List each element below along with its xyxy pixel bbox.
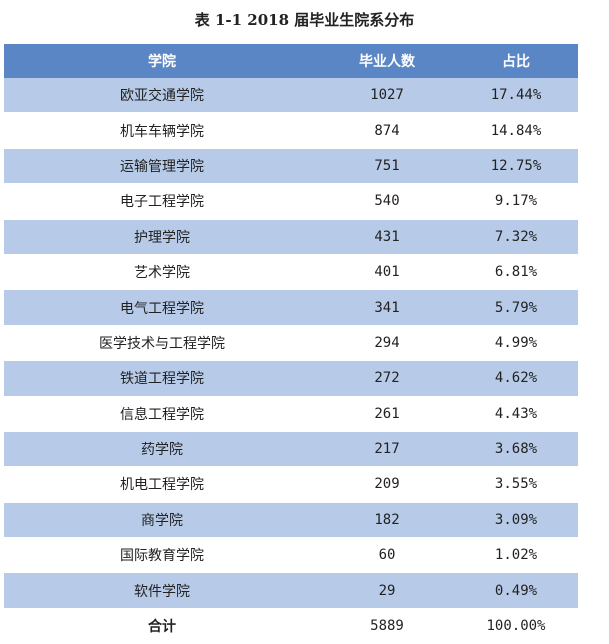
count-cell: 401 xyxy=(320,254,454,291)
college-cell: 艺术学院 xyxy=(4,254,320,291)
percent-cell: 4.43% xyxy=(454,396,578,432)
table-row: 药学院 217 3.68% xyxy=(4,431,578,468)
percent-cell: 9.17% xyxy=(454,183,578,220)
college-cell: 机车车辆学院 xyxy=(4,112,320,149)
college-cell: 商学院 xyxy=(4,502,320,539)
college-cell: 药学院 xyxy=(4,431,320,468)
percent-cell: 1.02% xyxy=(454,537,578,574)
count-cell: 874 xyxy=(320,112,454,149)
college-cell: 电子工程学院 xyxy=(4,183,320,220)
percent-cell: 3.55% xyxy=(454,466,578,503)
count-cell: 60 xyxy=(320,537,454,574)
total-label: 合计 xyxy=(4,607,320,644)
percent-cell: 6.81% xyxy=(454,254,578,291)
college-cell: 软件学院 xyxy=(4,572,320,609)
college-cell: 欧亚交通学院 xyxy=(4,78,320,114)
college-cell: 信息工程学院 xyxy=(4,396,320,432)
table-row: 机车车辆学院 874 14.84% xyxy=(4,112,578,149)
count-cell: 1027 xyxy=(320,78,454,114)
college-cell: 医学技术与工程学院 xyxy=(4,325,320,362)
table-row: 电气工程学院 341 5.79% xyxy=(4,289,578,326)
header-percent: 占比 xyxy=(454,44,578,78)
count-cell: 751 xyxy=(320,148,454,185)
table-row: 铁道工程学院 272 4.62% xyxy=(4,360,578,397)
table-row: 信息工程学院 261 4.43% xyxy=(4,396,578,432)
total-percent: 100.00% xyxy=(454,607,578,644)
header-row: 学院 毕业人数 占比 xyxy=(4,44,578,78)
percent-cell: 5.79% xyxy=(454,289,578,326)
table-row: 欧亚交通学院 1027 17.44% xyxy=(4,78,578,114)
header-count: 毕业人数 xyxy=(320,44,454,78)
count-cell: 341 xyxy=(320,289,454,326)
percent-cell: 0.49% xyxy=(454,572,578,609)
college-distribution-table: 学院 毕业人数 占比 欧亚交通学院 1027 17.44% 机车车辆学院 874 14.8… xyxy=(4,44,578,644)
percent-cell: 14.84% xyxy=(454,112,578,149)
header-college: 学院 xyxy=(4,44,320,78)
percent-cell: 4.62% xyxy=(454,360,578,397)
table-row: 机电工程学院 209 3.55% xyxy=(4,466,578,503)
percent-cell: 3.68% xyxy=(454,431,578,468)
count-cell: 29 xyxy=(320,572,454,609)
percent-cell: 7.32% xyxy=(454,219,578,255)
table-title: 表 1-1 2018 届毕业生院系分布 xyxy=(194,11,415,29)
count-cell: 217 xyxy=(320,431,454,468)
count-cell: 431 xyxy=(320,219,454,255)
college-cell: 电气工程学院 xyxy=(4,289,320,326)
count-cell: 261 xyxy=(320,396,454,432)
college-cell: 国际教育学院 xyxy=(4,537,320,574)
count-cell: 272 xyxy=(320,360,454,397)
table-row: 电子工程学院 540 9.17% xyxy=(4,183,578,220)
count-cell: 540 xyxy=(320,183,454,220)
table-row: 医学技术与工程学院 294 4.99% xyxy=(4,325,578,362)
college-cell: 护理学院 xyxy=(4,219,320,255)
percent-cell: 4.99% xyxy=(454,325,578,362)
college-cell: 铁道工程学院 xyxy=(4,360,320,397)
table-row: 软件学院 29 0.49% xyxy=(4,572,578,609)
count-cell: 182 xyxy=(320,502,454,539)
count-cell: 209 xyxy=(320,466,454,503)
table-row: 艺术学院 401 6.81% xyxy=(4,254,578,291)
table-row: 运输管理学院 751 12.75% xyxy=(4,148,578,185)
count-cell: 294 xyxy=(320,325,454,362)
percent-cell: 12.75% xyxy=(454,148,578,185)
percent-cell: 3.09% xyxy=(454,502,578,539)
table-row: 护理学院 431 7.32% xyxy=(4,219,578,255)
college-cell: 运输管理学院 xyxy=(4,148,320,185)
table-row: 国际教育学院 60 1.02% xyxy=(4,537,578,574)
total-row: 合计 5889 100.00% xyxy=(4,607,578,644)
percent-cell: 17.44% xyxy=(454,78,578,114)
total-count: 5889 xyxy=(320,607,454,644)
college-cell: 机电工程学院 xyxy=(4,466,320,503)
table-row: 商学院 182 3.09% xyxy=(4,502,578,539)
